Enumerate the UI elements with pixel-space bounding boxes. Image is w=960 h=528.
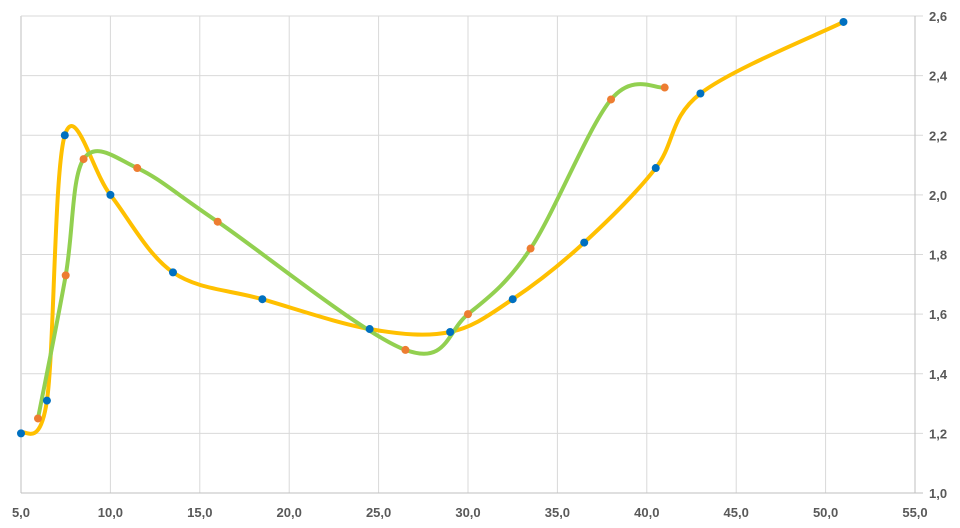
series-2-point bbox=[133, 164, 142, 173]
x-tick-label: 15,0 bbox=[187, 505, 212, 520]
series-1-point bbox=[651, 164, 660, 173]
x-tick-label: 35,0 bbox=[545, 505, 570, 520]
series-2-point bbox=[79, 155, 88, 164]
series-2-point bbox=[464, 310, 472, 319]
y-tick-label: 1,4 bbox=[929, 367, 948, 382]
tick-labels: 5,0 10,0 15,0 20,0 25,0 30,0 35,0 40,0 45,0 50,0 5… bbox=[12, 9, 948, 520]
x-tick-label: 30,0 bbox=[455, 505, 480, 520]
series-1-point bbox=[508, 295, 517, 304]
series-2-point bbox=[401, 345, 410, 354]
y-tick-label: 2,0 bbox=[929, 188, 947, 203]
x-tick-label: 20,0 bbox=[277, 505, 302, 520]
series-1-line bbox=[19, 19, 846, 436]
series-2-point bbox=[61, 271, 70, 280]
x-tick-label: 45,0 bbox=[724, 505, 749, 520]
x-tick-label: 10,0 bbox=[98, 505, 123, 520]
series-2-line bbox=[35, 82, 667, 421]
series-1-point bbox=[168, 268, 177, 277]
series-1-point bbox=[17, 429, 25, 438]
series-markers bbox=[17, 17, 848, 438]
series-1-point bbox=[839, 17, 848, 26]
series-1-point bbox=[42, 396, 51, 405]
series-1-point bbox=[60, 131, 69, 140]
grid bbox=[20, 15, 923, 494]
series-1-point bbox=[580, 238, 589, 247]
x-tick-label: 25,0 bbox=[366, 505, 391, 520]
series-2-point bbox=[33, 414, 42, 423]
y-tick-label: 2,6 bbox=[929, 9, 947, 24]
x-tick-label: 40,0 bbox=[634, 505, 659, 520]
y-tick-label: 1,6 bbox=[929, 307, 947, 322]
x-tick-label: 50,0 bbox=[813, 505, 838, 520]
series-1-point bbox=[365, 325, 374, 334]
y-tick-label: 2,4 bbox=[929, 69, 948, 84]
series-1-point bbox=[258, 295, 267, 304]
x-tick-label: 5,0 bbox=[12, 505, 30, 520]
series-1-point bbox=[106, 190, 115, 199]
series-2-point bbox=[660, 83, 669, 92]
y-tick-label: 1,2 bbox=[929, 426, 947, 441]
series-2-point bbox=[607, 95, 616, 104]
series-2-point bbox=[213, 217, 222, 226]
y-tick-label: 2,2 bbox=[929, 128, 947, 143]
y-tick-label: 1,0 bbox=[929, 486, 947, 501]
x-tick-label: 55,0 bbox=[902, 505, 927, 520]
series-1-point bbox=[446, 328, 455, 337]
y-tick-label: 1,8 bbox=[929, 248, 947, 263]
series-lines bbox=[19, 19, 846, 436]
series-2-point bbox=[526, 244, 535, 253]
series-1-point bbox=[696, 89, 705, 98]
